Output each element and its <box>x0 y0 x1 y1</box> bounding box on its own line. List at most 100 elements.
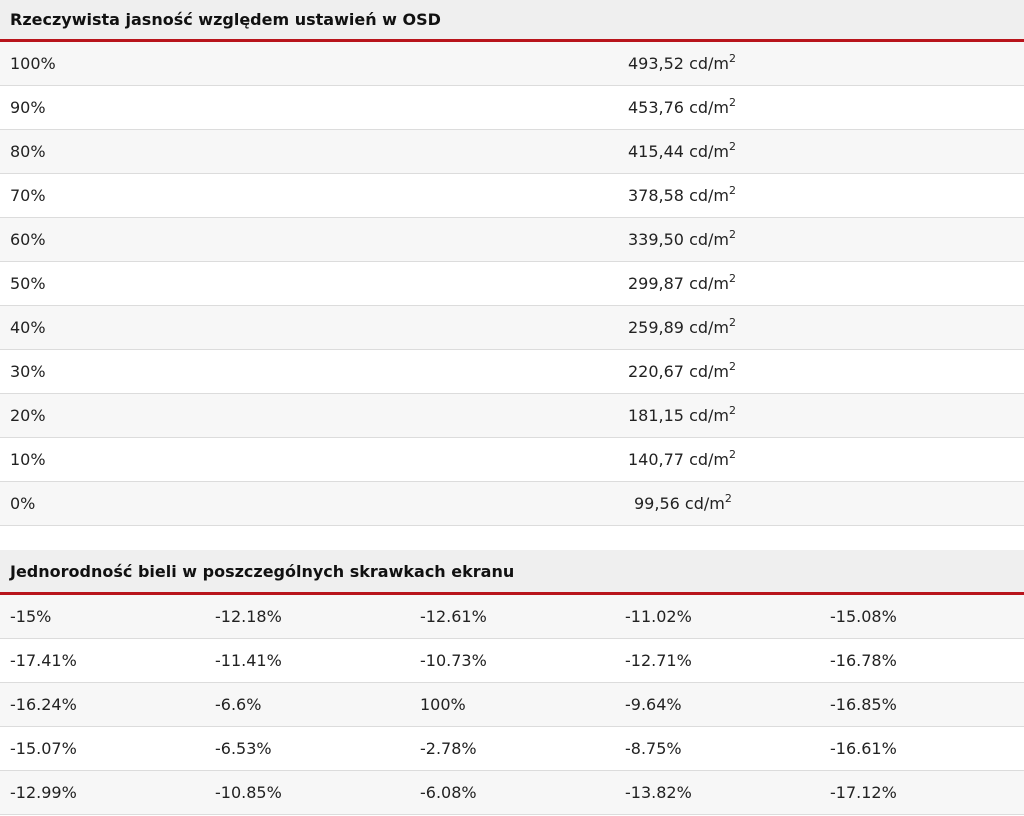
luminance-unit: cd/m <box>689 142 730 161</box>
uniformity-cell: -10.85% <box>215 783 282 802</box>
luminance-number: 181,15 <box>628 406 684 425</box>
luminance-number: 140,77 <box>628 450 684 469</box>
uniformity-table: Jednorodność bieli w poszczególnych skra… <box>0 550 1024 815</box>
uniformity-cell: -12.18% <box>215 607 282 626</box>
table-row: 0% 99,56 cd/m2 <box>0 482 1024 526</box>
luminance-unit: cd/m <box>689 274 730 293</box>
luminance-value: 415,44 cd/m2 <box>618 140 1024 161</box>
table-row: 70% 378,58 cd/m2 <box>0 174 1024 218</box>
luminance-unit-exponent: 2 <box>729 140 737 153</box>
brightness-table-title: Rzeczywista jasność względem ustawień w … <box>0 0 1024 42</box>
osd-setting: 100% <box>10 54 56 73</box>
luminance-unit-exponent: 2 <box>729 448 737 461</box>
uniformity-cell: -6.6% <box>215 695 262 714</box>
uniformity-cell: -16.24% <box>10 695 77 714</box>
luminance-unit-exponent: 2 <box>729 96 737 109</box>
brightness-table: Rzeczywista jasność względem ustawień w … <box>0 0 1024 526</box>
luminance-number: 339,50 <box>628 230 684 249</box>
uniformity-cell: -13.82% <box>625 783 692 802</box>
luminance-unit: cd/m <box>689 98 730 117</box>
luminance-value: 140,77 cd/m2 <box>618 448 1024 469</box>
luminance-unit: cd/m <box>684 494 725 513</box>
table-row: 20% 181,15 cd/m2 <box>0 394 1024 438</box>
table-row: 60% 339,50 cd/m2 <box>0 218 1024 262</box>
uniformity-cell: -12.71% <box>625 651 692 670</box>
luminance-unit: cd/m <box>689 318 730 337</box>
table-row: 10% 140,77 cd/m2 <box>0 438 1024 482</box>
luminance-value: 378,58 cd/m2 <box>618 184 1024 205</box>
uniformity-cell: -9.64% <box>625 695 682 714</box>
uniformity-cell: -16.61% <box>830 739 897 758</box>
luminance-value: 339,50 cd/m2 <box>618 228 1024 249</box>
luminance-number: 493,52 <box>628 54 684 73</box>
luminance-number: 378,58 <box>628 186 684 205</box>
uniformity-cell: -16.78% <box>830 651 897 670</box>
osd-setting: 50% <box>10 274 46 293</box>
osd-setting: 90% <box>10 98 46 117</box>
luminance-value: 99,56 cd/m2 <box>618 493 1024 513</box>
uniformity-cell: -6.53% <box>215 739 272 758</box>
osd-setting: 0% <box>10 494 36 513</box>
luminance-unit: cd/m <box>689 406 730 425</box>
table-row: 90% 453,76 cd/m2 <box>0 86 1024 130</box>
uniformity-cell: -17.41% <box>10 651 77 670</box>
table-row: -15% -12.18% -12.61% -11.02% -15.08% <box>0 595 1024 639</box>
uniformity-cell: -11.02% <box>625 607 692 626</box>
luminance-number: 220,67 <box>628 362 684 381</box>
luminance-value: 453,76 cd/m2 <box>618 96 1024 117</box>
osd-setting: 20% <box>10 406 46 425</box>
table-row: 80% 415,44 cd/m2 <box>0 130 1024 174</box>
table-row: 30% 220,67 cd/m2 <box>0 350 1024 394</box>
luminance-number: 415,44 <box>628 142 684 161</box>
luminance-value: 299,87 cd/m2 <box>618 273 1024 293</box>
uniformity-cell: -12.99% <box>10 783 77 802</box>
luminance-unit: cd/m <box>689 450 730 469</box>
luminance-number: 453,76 <box>628 98 684 117</box>
luminance-number: 299,87 <box>628 274 684 293</box>
uniformity-cell: -11.41% <box>215 651 282 670</box>
luminance-unit-exponent: 2 <box>729 316 737 329</box>
luminance-unit: cd/m <box>689 186 730 205</box>
luminance-value: 493,52 cd/m2 <box>618 52 1024 73</box>
uniformity-table-title: Jednorodność bieli w poszczególnych skra… <box>0 550 1024 595</box>
osd-setting: 70% <box>10 186 46 205</box>
luminance-value: 181,15 cd/m2 <box>618 404 1024 425</box>
table-row: 100% 493,52 cd/m2 <box>0 42 1024 86</box>
osd-setting: 30% <box>10 362 46 381</box>
osd-setting: 40% <box>10 318 46 337</box>
luminance-unit-exponent: 2 <box>729 404 737 417</box>
uniformity-cell: -8.75% <box>625 739 682 758</box>
table-row: 40% 259,89 cd/m2 <box>0 306 1024 350</box>
uniformity-cell: -15% <box>10 607 52 626</box>
osd-setting: 60% <box>10 230 46 249</box>
luminance-unit-exponent: 2 <box>729 228 737 241</box>
uniformity-table-body: -15% -12.18% -12.61% -11.02% -15.08% -17… <box>0 595 1024 815</box>
uniformity-cell: -6.08% <box>420 783 477 802</box>
luminance-unit: cd/m <box>689 230 730 249</box>
luminance-value: 259,89 cd/m2 <box>618 316 1024 337</box>
section-spacer <box>0 526 1024 550</box>
table-row: -15.07% -6.53% -2.78% -8.75% -16.61% <box>0 727 1024 771</box>
luminance-number: 259,89 <box>628 318 684 337</box>
uniformity-cell: -15.07% <box>10 739 77 758</box>
uniformity-cell: -17.12% <box>830 783 897 802</box>
osd-setting: 10% <box>10 450 46 469</box>
luminance-unit-exponent: 2 <box>729 184 737 197</box>
uniformity-cell: -12.61% <box>420 607 487 626</box>
table-row: -17.41% -11.41% -10.73% -12.71% -16.78% <box>0 639 1024 683</box>
uniformity-cell: -15.08% <box>830 607 897 626</box>
osd-setting: 80% <box>10 142 46 161</box>
luminance-unit-exponent: 2 <box>729 52 737 65</box>
luminance-value: 220,67 cd/m2 <box>618 360 1024 381</box>
uniformity-cell: -10.73% <box>420 651 487 670</box>
uniformity-cell: 100% <box>420 695 466 714</box>
table-row: -16.24% -6.6% 100% -9.64% -16.85% <box>0 683 1024 727</box>
uniformity-cell: -2.78% <box>420 739 477 758</box>
luminance-number: 99,56 <box>634 494 680 513</box>
uniformity-cell: -16.85% <box>830 695 897 714</box>
luminance-unit-exponent: 2 <box>729 360 737 373</box>
table-row: -12.99% -10.85% -6.08% -13.82% -17.12% <box>0 771 1024 815</box>
luminance-unit: cd/m <box>689 362 730 381</box>
brightness-table-body: 100% 493,52 cd/m2 90% 453,76 cd/m2 80% 4… <box>0 42 1024 526</box>
luminance-unit: cd/m <box>689 54 730 73</box>
